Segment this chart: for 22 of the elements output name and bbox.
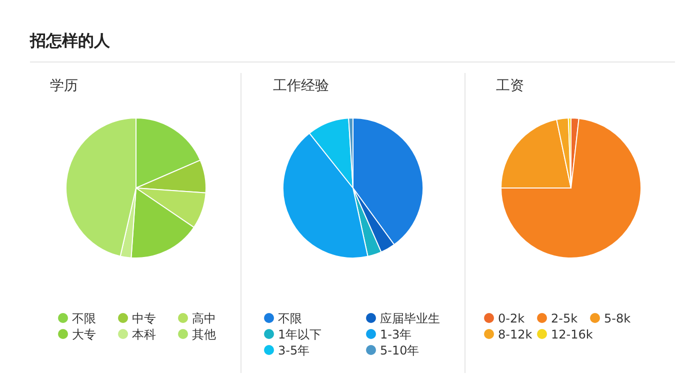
legend-label: 中专 [132, 312, 156, 326]
legend-label: 应届毕业生 [380, 312, 440, 326]
legend-label: 3-5年 [278, 344, 310, 358]
chart-title: 招怎样的人 [29, 31, 111, 50]
legend-label: 2-5k [551, 312, 578, 326]
legend-label: 1年以下 [278, 328, 322, 342]
legend-label: 不限 [278, 312, 302, 326]
legend-label: 5-10年 [380, 344, 420, 358]
legend-label: 其他 [192, 328, 216, 342]
legend-label: 8-12k [498, 328, 532, 342]
chart-subtitle: 学历 [50, 78, 78, 94]
legend-label: 5-8k [604, 312, 631, 326]
chart-subtitle: 工作经验 [273, 78, 329, 94]
chart-subtitle: 工资 [496, 78, 524, 94]
legend-label: 0-2k [498, 312, 525, 326]
legend-label: 12-16k [551, 328, 593, 342]
legend-label: 高中 [192, 312, 216, 326]
legend-label: 1-3年 [380, 328, 412, 342]
legend-label: 本科 [132, 328, 156, 342]
legend-label: 大专 [72, 328, 96, 342]
pie-slice [500, 118, 642, 258]
legend-label: 不限 [72, 312, 96, 326]
